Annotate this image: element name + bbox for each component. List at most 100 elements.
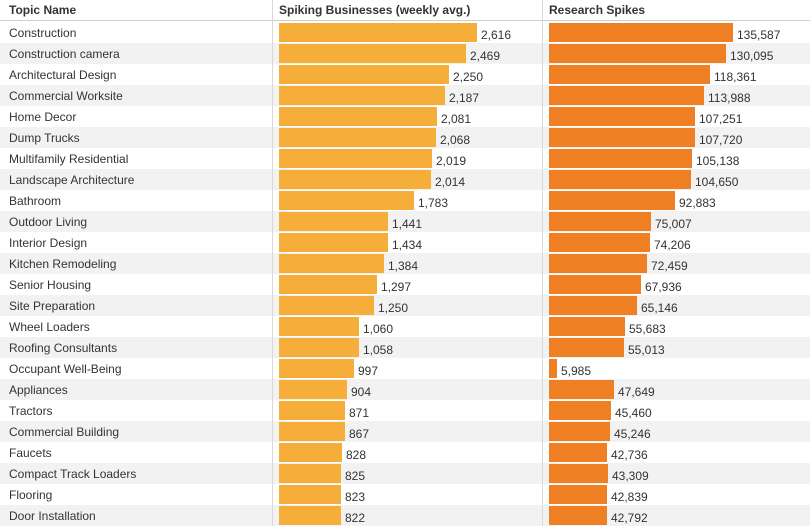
- table-row: Site Preparation 1,250 65,146: [0, 295, 810, 316]
- research-bar: [549, 107, 695, 126]
- business-bar: [279, 380, 347, 399]
- table-row: Construction 2,616 135,587: [0, 22, 810, 43]
- business-value-label: 1,297: [381, 280, 412, 294]
- business-bar: [279, 212, 388, 231]
- research-bar: [549, 317, 625, 336]
- research-bar: [549, 359, 557, 378]
- topic-label: Flooring: [9, 488, 53, 502]
- business-value-label: 997: [358, 364, 379, 378]
- column-divider-2: [542, 0, 543, 526]
- research-value-label: 105,138: [696, 154, 740, 168]
- business-value-label: 1,783: [418, 196, 449, 210]
- research-bar: [549, 464, 608, 483]
- research-value-label: 135,587: [737, 28, 781, 42]
- business-value-label: 828: [346, 448, 367, 462]
- topic-label: Multifamily Residential: [9, 152, 129, 166]
- research-value-label: 42,736: [611, 448, 648, 462]
- research-bar: [549, 485, 607, 504]
- topic-label: Senior Housing: [9, 278, 92, 292]
- research-value-label: 55,683: [629, 322, 666, 336]
- business-bar: [279, 359, 354, 378]
- research-value-label: 45,246: [614, 427, 651, 441]
- business-value-label: 904: [351, 385, 372, 399]
- business-bar: [279, 275, 377, 294]
- business-bar: [279, 23, 477, 42]
- topic-label: Bathroom: [9, 194, 62, 208]
- table-row: Outdoor Living 1,441 75,007: [0, 211, 810, 232]
- research-bar: [549, 506, 607, 525]
- research-value-label: 75,007: [655, 217, 692, 231]
- research-bar: [549, 275, 641, 294]
- business-bar: [279, 401, 345, 420]
- research-value-label: 72,459: [651, 259, 688, 273]
- research-bar: [549, 149, 692, 168]
- topic-label: Occupant Well-Being: [9, 362, 122, 376]
- topic-label: Wheel Loaders: [9, 320, 90, 334]
- research-value-label: 107,251: [699, 112, 743, 126]
- research-bar: [549, 296, 637, 315]
- business-value-label: 1,250: [378, 301, 409, 315]
- research-value-label: 92,883: [679, 196, 716, 210]
- business-value-label: 2,019: [436, 154, 467, 168]
- business-bar: [279, 44, 466, 63]
- topic-label: Appliances: [9, 383, 68, 397]
- business-value-label: 2,068: [440, 133, 471, 147]
- research-value-label: 67,936: [645, 280, 682, 294]
- table-row: Commercial Building 867 45,246: [0, 421, 810, 442]
- business-bar: [279, 86, 445, 105]
- business-bar: [279, 338, 359, 357]
- research-value-label: 45,460: [615, 406, 652, 420]
- research-bar: [549, 212, 651, 231]
- topic-label: Roofing Consultants: [9, 341, 118, 355]
- business-bar: [279, 464, 341, 483]
- research-bar: [549, 401, 611, 420]
- topic-label: Landscape Architecture: [9, 173, 135, 187]
- business-bar: [279, 191, 414, 210]
- business-bar: [279, 149, 432, 168]
- table-row: Dump Trucks 2,068 107,720: [0, 127, 810, 148]
- business-value-label: 1,384: [388, 259, 419, 273]
- business-bar: [279, 296, 374, 315]
- business-bar: [279, 485, 341, 504]
- research-bar: [549, 380, 614, 399]
- table-row: Wheel Loaders 1,060 55,683: [0, 316, 810, 337]
- table-row: Faucets 828 42,736: [0, 442, 810, 463]
- research-bar: [549, 44, 726, 63]
- topic-label: Interior Design: [9, 236, 88, 250]
- header-topic: Topic Name: [9, 3, 77, 17]
- business-bar: [279, 170, 431, 189]
- header-research: Research Spikes: [549, 3, 646, 17]
- business-bar: [279, 317, 359, 336]
- table-row: Landscape Architecture 2,014 104,650: [0, 169, 810, 190]
- business-value-label: 825: [345, 469, 366, 483]
- business-bar: [279, 254, 384, 273]
- topic-label: Faucets: [9, 446, 52, 460]
- business-bar: [279, 443, 342, 462]
- business-bar: [279, 233, 388, 252]
- business-value-label: 2,250: [453, 70, 484, 84]
- topic-label: Dump Trucks: [9, 131, 80, 145]
- topic-label: Commercial Worksite: [9, 89, 123, 103]
- research-bar: [549, 65, 710, 84]
- table-row: Interior Design 1,434 74,206: [0, 232, 810, 253]
- table-row: Appliances 904 47,649: [0, 379, 810, 400]
- research-bar: [549, 86, 704, 105]
- business-bar: [279, 422, 345, 441]
- topic-label: Construction camera: [9, 47, 120, 61]
- research-value-label: 130,095: [730, 49, 774, 63]
- business-bar: [279, 107, 437, 126]
- business-value-label: 871: [349, 406, 370, 420]
- topic-label: Tractors: [9, 404, 53, 418]
- table-row: Home Decor 2,081 107,251: [0, 106, 810, 127]
- research-value-label: 43,309: [612, 469, 649, 483]
- business-value-label: 2,616: [481, 28, 512, 42]
- research-bar: [549, 422, 610, 441]
- research-bar: [549, 338, 624, 357]
- table-row: Multifamily Residential 2,019 105,138: [0, 148, 810, 169]
- table-row: Flooring 823 42,839: [0, 484, 810, 505]
- business-value-label: 2,081: [441, 112, 472, 126]
- topic-label: Home Decor: [9, 110, 77, 124]
- topic-label: Commercial Building: [9, 425, 120, 439]
- research-bar: [549, 23, 733, 42]
- research-bar: [549, 254, 647, 273]
